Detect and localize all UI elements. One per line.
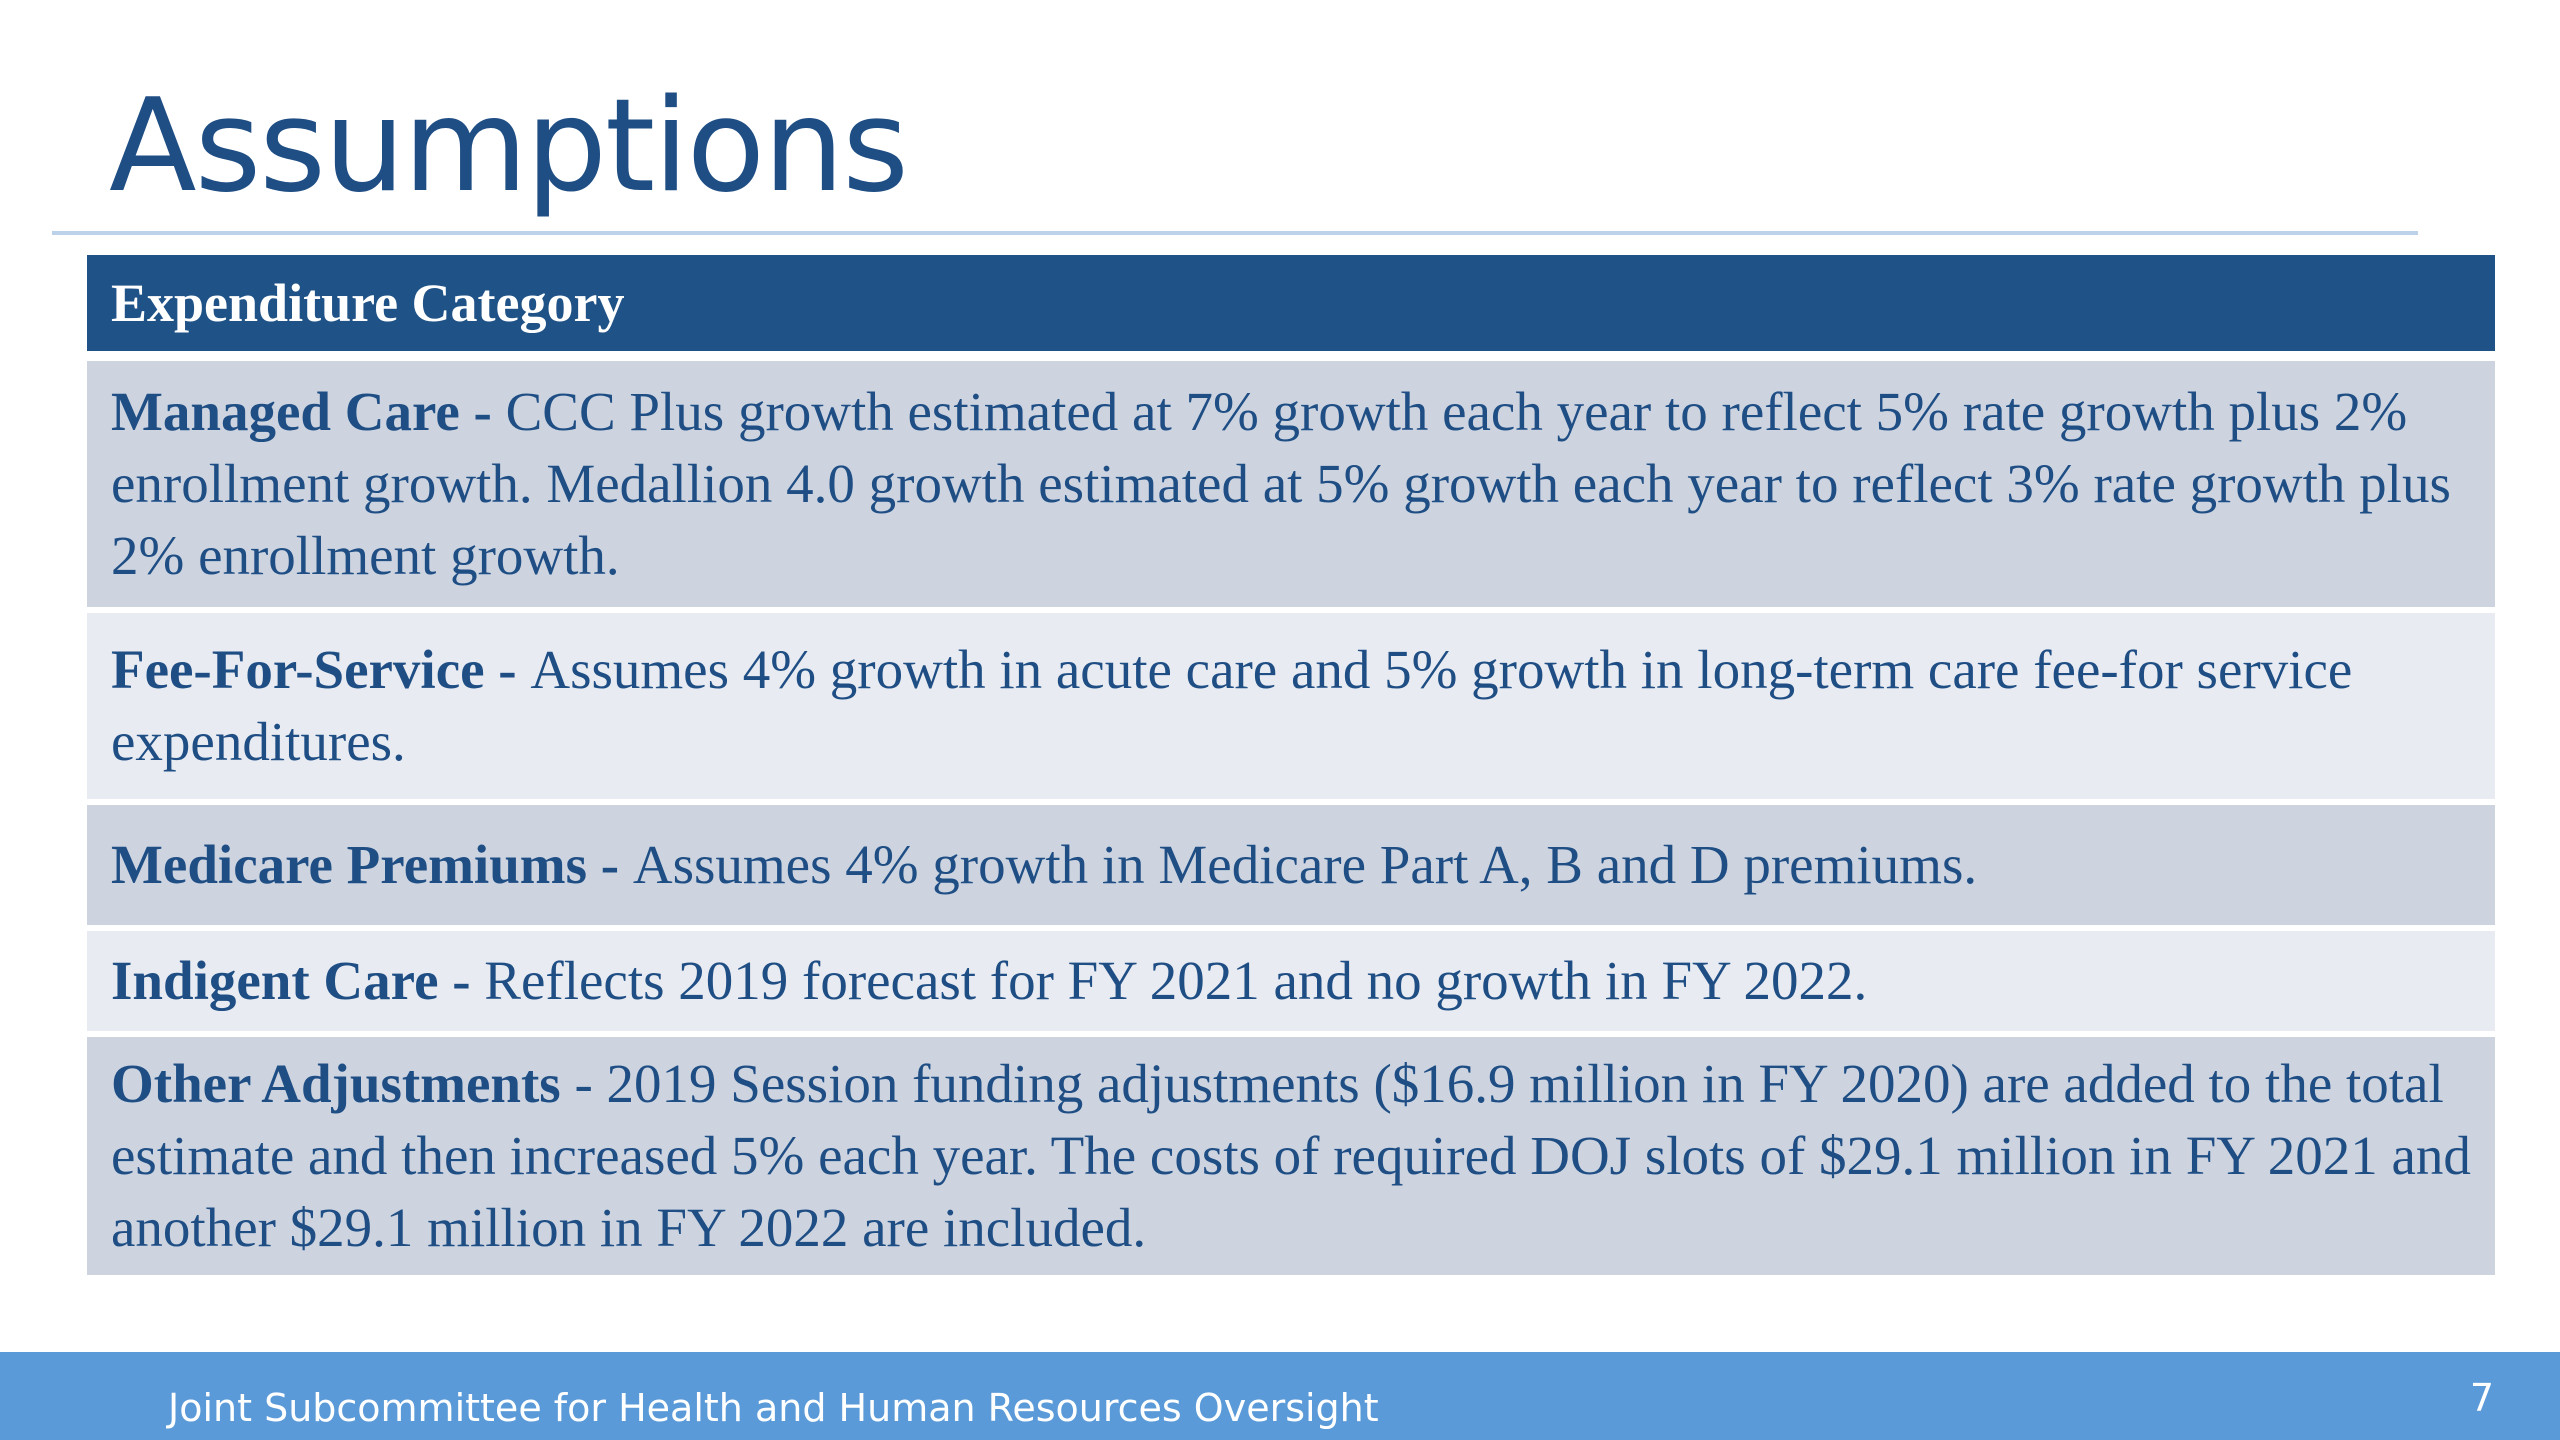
- row-text: Assumes 4% growth in Medicare Part A, B …: [632, 834, 1978, 895]
- row-label: Managed Care -: [111, 381, 506, 442]
- table-row-other-adjustments: Other Adjustments - 2019 Session funding…: [87, 1037, 2495, 1275]
- slide-title: Assumptions: [109, 72, 909, 221]
- row-label: Fee-For-Service -: [111, 639, 531, 700]
- page-number: 7: [2469, 1376, 2494, 1420]
- table-row-indigent-care: Indigent Care - Reflects 2019 forecast f…: [87, 931, 2495, 1031]
- table-header: Expenditure Category: [87, 255, 2495, 351]
- row-label: Other Adjustments: [111, 1053, 561, 1114]
- footer-bar: Joint Subcommittee for Health and Human …: [0, 1352, 2560, 1440]
- row-label: Indigent Care -: [111, 950, 485, 1011]
- row-text: Assumes 4% growth in acute care and 5% g…: [111, 639, 2353, 772]
- row-label: Medicare Premiums -: [111, 834, 633, 895]
- assumptions-table: Expenditure Category Managed Care - CCC …: [87, 255, 2495, 1281]
- footer-text: Joint Subcommittee for Health and Human …: [168, 1386, 1379, 1430]
- row-text: - 2019 Session funding adjustments ($16.…: [111, 1053, 2471, 1258]
- table-row-medicare-premiums: Medicare Premiums - Assumes 4% growth in…: [87, 805, 2495, 925]
- row-text: Reflects 2019 forecast for FY 2021 and n…: [484, 950, 1868, 1011]
- table-row-managed-care: Managed Care - CCC Plus growth estimated…: [87, 361, 2495, 607]
- row-text: CCC Plus growth estimated at 7% growth e…: [111, 381, 2451, 586]
- title-divider: [52, 231, 2418, 235]
- table-header-label: Expenditure Category: [111, 273, 625, 333]
- table-row-fee-for-service: Fee-For-Service - Assumes 4% growth in a…: [87, 613, 2495, 799]
